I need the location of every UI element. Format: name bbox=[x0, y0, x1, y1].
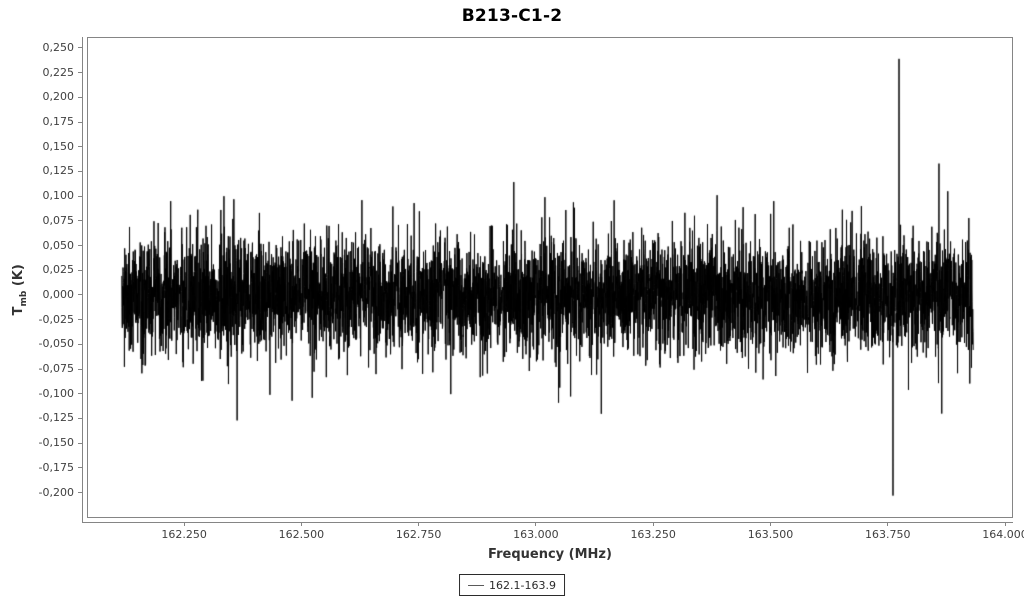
y-tick-mark bbox=[78, 492, 82, 494]
y-tick-mark bbox=[78, 220, 82, 222]
y-tick-mark bbox=[78, 170, 82, 172]
x-tick-mark bbox=[887, 522, 889, 526]
x-tick-label: 162.250 bbox=[161, 528, 207, 541]
y-tick-mark bbox=[78, 269, 82, 271]
x-tick-mark bbox=[535, 522, 537, 526]
y-tick-label: -0,150 bbox=[38, 436, 74, 450]
y-tick-mark bbox=[78, 146, 82, 148]
legend-label: 162.1-163.9 bbox=[489, 578, 556, 592]
y-tick-mark bbox=[78, 442, 82, 444]
x-tick-label: 162.500 bbox=[278, 528, 325, 541]
y-tick-label: 0,000 bbox=[42, 287, 75, 301]
y-tick-label: 0,025 bbox=[42, 263, 75, 277]
x-tick-label: 163.500 bbox=[747, 528, 794, 541]
y-tick-label: 0,200 bbox=[42, 90, 75, 104]
y-tick-label: 0,100 bbox=[42, 189, 75, 203]
y-tick-mark bbox=[78, 72, 82, 74]
y-tick-label: 0,150 bbox=[42, 139, 75, 153]
x-tick-mark bbox=[183, 522, 185, 526]
x-tick-label: 162.750 bbox=[395, 528, 442, 541]
x-tick-label: 164.000 bbox=[982, 528, 1024, 541]
x-tick-label: 163.250 bbox=[630, 528, 676, 541]
y-tick-mark bbox=[78, 121, 82, 123]
y-tick-label: -0,075 bbox=[38, 362, 74, 376]
y-tick-label: -0,200 bbox=[38, 485, 74, 499]
y-tick-mark bbox=[78, 96, 82, 98]
y-tick-label: 0,125 bbox=[42, 164, 75, 178]
y-tick-mark bbox=[78, 47, 82, 49]
y-tick-mark bbox=[78, 245, 82, 247]
x-axis-title: Frequency (MHz) bbox=[488, 547, 612, 562]
chart-title: B213-C1-2 bbox=[461, 6, 563, 26]
y-tick-label: -0,175 bbox=[38, 460, 74, 474]
y-tick-mark bbox=[78, 343, 82, 345]
y-tick-label: 0,050 bbox=[42, 238, 75, 252]
y-tick-mark bbox=[78, 319, 82, 321]
x-tick-label: 163.750 bbox=[865, 528, 911, 541]
y-tick-mark bbox=[78, 368, 82, 370]
x-tick-mark bbox=[652, 522, 654, 526]
y-tick-label: 0,225 bbox=[42, 65, 75, 79]
y-tick-label: -0,025 bbox=[38, 312, 74, 326]
y-tick-label: -0,050 bbox=[38, 337, 74, 351]
x-tick-mark bbox=[769, 522, 771, 526]
x-tick-mark bbox=[1004, 522, 1006, 526]
y-tick-mark bbox=[78, 294, 82, 296]
noise-trace-canvas bbox=[88, 38, 1014, 519]
y-tick-mark bbox=[78, 417, 82, 419]
y-tick-mark bbox=[78, 195, 82, 197]
x-axis-line bbox=[82, 522, 1013, 523]
y-tick-label: 0,075 bbox=[42, 213, 75, 227]
y-axis-line bbox=[82, 37, 83, 523]
y-tick-label: 0,175 bbox=[42, 115, 75, 129]
y-tick-mark bbox=[78, 393, 82, 395]
x-tick-mark bbox=[300, 522, 302, 526]
plot-area bbox=[87, 37, 1014, 519]
y-tick-label: 0,250 bbox=[42, 40, 75, 54]
x-tick-mark bbox=[418, 522, 420, 526]
y-tick-mark bbox=[78, 467, 82, 469]
y-tick-label: -0,100 bbox=[38, 386, 74, 400]
x-tick-label: 163.000 bbox=[513, 528, 559, 541]
legend: 162.1-163.9 bbox=[459, 574, 565, 596]
y-tick-label: -0,125 bbox=[38, 411, 74, 425]
legend-line-sample-icon bbox=[468, 584, 485, 586]
